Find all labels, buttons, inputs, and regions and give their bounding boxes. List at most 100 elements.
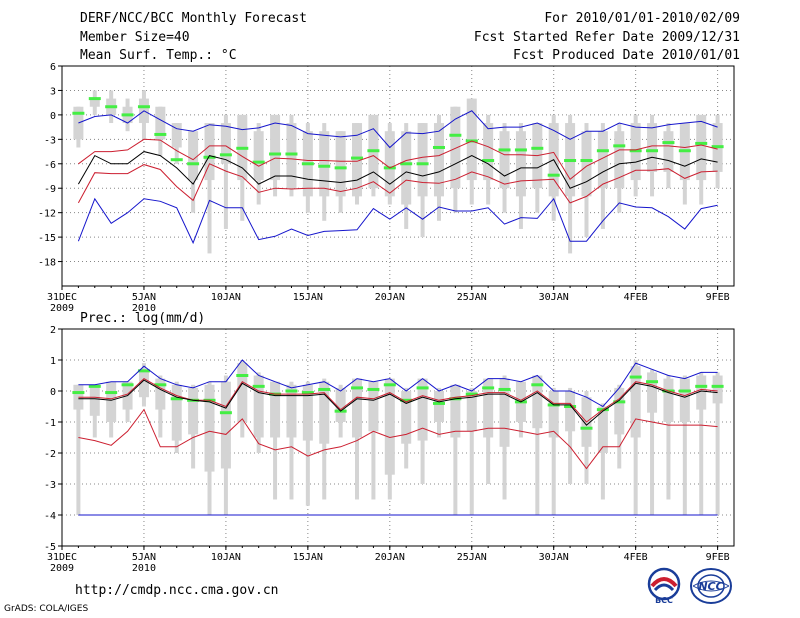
box bbox=[319, 381, 330, 444]
box bbox=[548, 391, 559, 438]
box bbox=[204, 123, 215, 181]
box bbox=[302, 384, 313, 441]
forecast-period-label: For 2010/01/01-2010/02/09 bbox=[544, 11, 740, 26]
y-tick-label: 0 bbox=[50, 387, 56, 398]
whisker bbox=[699, 372, 704, 515]
ncc-logo: NCC bbox=[690, 568, 732, 604]
x-tick-label: 4FEB bbox=[624, 552, 648, 563]
member-size-label: Member Size=40 bbox=[80, 30, 190, 45]
box bbox=[565, 391, 576, 432]
x-tick-label: 5JAN bbox=[132, 292, 156, 303]
box bbox=[171, 123, 182, 148]
box bbox=[171, 384, 182, 441]
box bbox=[352, 378, 363, 438]
mean-line bbox=[77, 151, 718, 189]
lower_percentile-line bbox=[77, 163, 718, 204]
box bbox=[532, 375, 543, 429]
y-tick-label: 3 bbox=[50, 86, 56, 97]
x-tick-label: 4FEB bbox=[624, 292, 648, 303]
y-tick-label: 0 bbox=[50, 111, 56, 122]
box bbox=[483, 123, 494, 181]
box bbox=[270, 381, 281, 438]
whisker bbox=[76, 384, 81, 515]
box bbox=[220, 123, 231, 164]
box bbox=[696, 114, 707, 181]
box bbox=[647, 372, 658, 413]
box bbox=[401, 131, 412, 205]
whisker bbox=[535, 375, 540, 515]
box bbox=[597, 406, 608, 453]
box bbox=[466, 98, 477, 181]
box bbox=[155, 378, 166, 410]
plot-frame bbox=[61, 65, 735, 287]
x-tick-label: 31DEC bbox=[47, 552, 77, 563]
whisker bbox=[568, 387, 573, 484]
y-tick-label: -1 bbox=[44, 418, 56, 429]
box bbox=[204, 384, 215, 472]
source-url[interactable]: http://cmdp.ncc.cma.gov.cn bbox=[75, 583, 279, 598]
x-tick-label: 31DEC bbox=[47, 292, 77, 303]
whisker bbox=[715, 372, 720, 515]
whisker bbox=[650, 369, 655, 515]
y-tick-label: -3 bbox=[44, 480, 56, 491]
fcst-produced-label: Fcst Produced Date 2010/01/01 bbox=[513, 48, 740, 63]
ncc-logo-text: NCC bbox=[698, 580, 723, 593]
y-tick-label: 6 bbox=[50, 62, 56, 73]
y-tick-label: -5 bbox=[44, 542, 56, 553]
x-tick-sublabel: 2009 bbox=[50, 563, 74, 574]
box bbox=[499, 378, 510, 447]
box bbox=[106, 381, 117, 422]
box bbox=[614, 387, 625, 435]
whisker bbox=[305, 381, 310, 506]
plot-frame bbox=[61, 328, 735, 547]
whisker bbox=[355, 378, 360, 500]
box bbox=[401, 391, 412, 444]
whisker bbox=[682, 375, 687, 515]
x-tick-label: 25JAN bbox=[457, 292, 487, 303]
lower_percentile-line bbox=[78, 408, 718, 470]
box bbox=[155, 106, 166, 140]
box bbox=[614, 131, 625, 189]
ensemble_max-line bbox=[78, 110, 718, 149]
box bbox=[663, 378, 674, 422]
precip-panel-title: Prec.: log(mm/d) bbox=[80, 311, 205, 326]
whisker bbox=[289, 381, 294, 500]
whisker bbox=[207, 123, 212, 254]
mean-line bbox=[78, 379, 718, 426]
box bbox=[270, 114, 281, 181]
box bbox=[450, 106, 461, 189]
box bbox=[188, 387, 199, 435]
y-tick-label: -9 bbox=[44, 184, 56, 195]
box bbox=[597, 131, 608, 189]
x-tick-label: 10JAN bbox=[211, 292, 241, 303]
x-tick-label: 25JAN bbox=[457, 552, 487, 563]
grads-credit: GrADS: COLA/IGES bbox=[4, 604, 89, 614]
box bbox=[237, 363, 248, 422]
box bbox=[188, 131, 199, 181]
x-tick-label: 15JAN bbox=[293, 292, 323, 303]
box bbox=[483, 378, 494, 438]
box bbox=[286, 123, 297, 189]
box bbox=[696, 375, 707, 410]
whisker bbox=[223, 114, 228, 229]
x-tick-label: 20JAN bbox=[375, 552, 405, 563]
box bbox=[499, 131, 510, 189]
y-tick-label: 1 bbox=[50, 356, 56, 367]
y-tick-label: -15 bbox=[38, 233, 56, 244]
whisker bbox=[666, 375, 671, 500]
x-tick-label: 9FEB bbox=[706, 292, 730, 303]
x-tick-label: 15JAN bbox=[293, 552, 323, 563]
ensemble_max-line bbox=[78, 359, 718, 408]
box bbox=[352, 123, 363, 197]
y-tick-label: -3 bbox=[44, 135, 56, 146]
box bbox=[73, 384, 84, 410]
box bbox=[384, 378, 395, 475]
box bbox=[581, 131, 592, 197]
whisker bbox=[551, 387, 556, 515]
box bbox=[73, 106, 84, 140]
upper_percentile-line bbox=[78, 138, 718, 181]
y-tick-label: -18 bbox=[38, 258, 56, 269]
